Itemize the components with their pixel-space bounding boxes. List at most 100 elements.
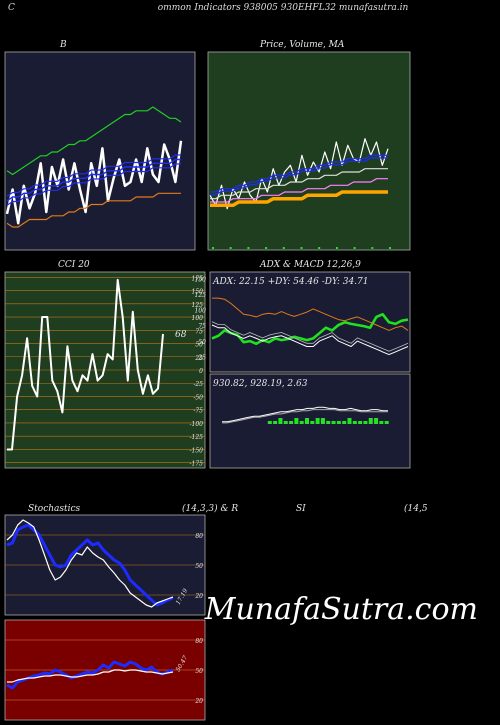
price-ma-series-line [210, 157, 388, 196]
volume-bar [318, 247, 321, 249]
adx-tick-label: 75 [198, 323, 206, 330]
price-ma-panel [207, 51, 411, 251]
page-title: C ommon Indicators 938005 930EHFL32 muna… [8, 3, 488, 13]
macd-histogram-bar [299, 421, 304, 424]
macd-histogram-bar [358, 421, 363, 424]
stochastics-series-line [6, 523, 174, 607]
macd-histogram-bar [267, 421, 272, 424]
stochastics-title: Stochastics [28, 504, 81, 514]
volume-bar [282, 247, 285, 249]
macd-histogram-bar [363, 421, 368, 424]
cci-title: CCI 20 [58, 260, 90, 270]
cci-line [7, 278, 164, 451]
volume-bar [371, 247, 374, 249]
adx-tick-label: 100 [195, 308, 207, 315]
macd-histogram-bar [379, 421, 384, 424]
bollinger-series-line [6, 154, 181, 197]
stochastics-params: (14,3,3) & R [182, 503, 238, 514]
macd-histogram-bar [273, 421, 278, 424]
macd-series-line [222, 409, 388, 424]
cci-tick-label: 100 [192, 315, 204, 322]
macd-histogram-bar [384, 421, 389, 424]
macd-histogram-bar [283, 421, 288, 424]
adx-macd-title: ADX & MACD 12,26,9 [259, 260, 361, 270]
rsi-params: (14,5 [404, 503, 428, 514]
cci-tick-label: 50 [195, 342, 203, 349]
adx-tick-label: 150 [195, 276, 207, 283]
adx-series-line [212, 297, 409, 331]
price-ma-series-line [210, 168, 388, 200]
macd-histogram-bar [278, 418, 283, 424]
macd-histogram-bar [294, 418, 299, 424]
rsi-series-line [6, 660, 174, 690]
adx-series-line [211, 312, 409, 346]
stochastics-series-line [6, 519, 174, 608]
price-ma-series-line [210, 154, 388, 193]
bollinger-series-line [6, 192, 181, 228]
macd-histogram-bar [289, 421, 294, 424]
macd-histogram-bar [336, 421, 341, 424]
cci-tick-label: -150 [190, 447, 204, 454]
adx-panel [209, 271, 411, 373]
cci-tick-label: -75 [193, 408, 203, 415]
cci-tick-label: 25 [194, 355, 203, 362]
macd-histogram-bar [315, 418, 320, 424]
macd-histogram-bar [342, 421, 347, 424]
macd-histogram-bar [374, 418, 379, 424]
cci-tick-label: 150 [192, 289, 204, 296]
cci-tick-label: -175 [190, 461, 204, 468]
corner-left-label: C [8, 3, 15, 13]
volume-bar [335, 247, 338, 249]
rsi-tick-label: 50 [195, 668, 203, 675]
volume-bar [265, 247, 268, 249]
volume-bar [229, 247, 232, 249]
stochastics-tick-label: 80 [195, 533, 203, 540]
rsi-tick-label: 80 [195, 638, 203, 645]
cci-tick-label: 125 [192, 302, 204, 309]
volume-bar [300, 247, 303, 249]
cci-tick-label: 175 [192, 275, 204, 282]
adx-series-line [211, 321, 409, 352]
rsi-series-line [7, 669, 174, 683]
macd-histogram-bar [368, 418, 373, 424]
volume-bar [212, 247, 214, 249]
adx-label: ADX: 22.15 +DY: 54.46 -DY: 34.71 [212, 277, 369, 287]
adx-series-line [211, 324, 409, 356]
adx-tick-label: 25 [197, 354, 206, 361]
cci-tick-label: -100 [190, 421, 204, 428]
macd-histogram-bar [352, 421, 357, 424]
macd-histogram-bar [326, 421, 331, 424]
bollinger-series-line [6, 158, 181, 202]
cci-tick-label: -25 [193, 381, 203, 388]
cci-tick-label: -125 [190, 434, 204, 441]
volume-bar [389, 247, 391, 249]
macd-histogram-bar [320, 418, 325, 424]
bollinger-series-line [6, 106, 182, 176]
stochastics-tick-label: 50 [195, 563, 203, 570]
macd-histogram-bar [331, 421, 336, 424]
price-ma-series-line [210, 190, 388, 208]
watermark: MunafaSutra.com [204, 592, 478, 627]
macd-histogram-bar [347, 418, 352, 424]
price-ma-series-line [210, 178, 388, 203]
macd-label: 930.82, 928.19, 2.63 [213, 379, 308, 389]
cci-tick-label: -50 [193, 394, 203, 401]
volume-bar [353, 247, 356, 249]
stochastics-tick-label: 20 [194, 593, 203, 600]
macd-histogram-bar [305, 418, 309, 424]
rsi-tick-label: 20 [194, 698, 203, 705]
header-text: ommon Indicators 938005 930EHFL32 munafa… [157, 3, 409, 13]
adx-tick-label: 50 [198, 339, 206, 346]
volume-bar [247, 247, 250, 249]
bollinger-title: B [59, 40, 67, 50]
macd-series-line [222, 406, 388, 423]
macd-histogram-bar [310, 421, 315, 424]
rsi-title: SI [296, 504, 306, 514]
cci-tick-label: 0 [199, 368, 203, 375]
cci-tick-label: 75 [195, 328, 203, 335]
cci-last-label: 68 [175, 330, 187, 340]
price-ma-title: Price, Volume, MA [259, 40, 345, 50]
bollinger-series-line [6, 163, 181, 206]
adx-tick-label: 125 [195, 292, 207, 299]
